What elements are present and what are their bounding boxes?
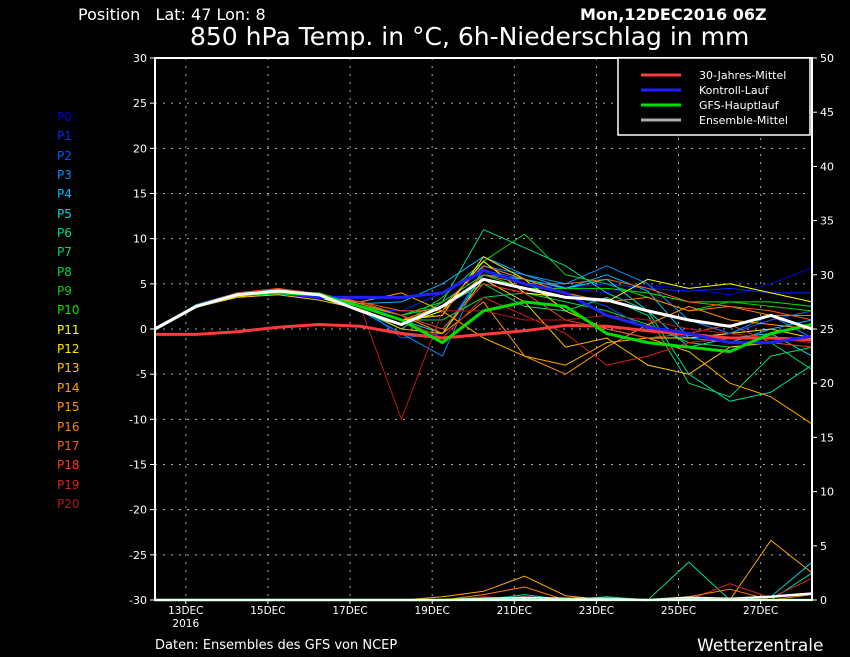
y-tick-label: 25	[133, 97, 147, 110]
member-label: P0	[57, 110, 72, 124]
run-date: Mon,12DEC2016 06Z	[580, 5, 767, 24]
y2-tick-label: 0	[820, 594, 827, 607]
member-label: P8	[57, 264, 72, 279]
member-label: P19	[57, 477, 80, 492]
legend-label: GFS-Hauptlauf	[699, 99, 780, 112]
x-tick-label: 25DEC	[661, 605, 696, 617]
y-tick-label: 30	[133, 52, 147, 65]
y-tick-label: -15	[129, 459, 147, 472]
y-tick-label: 20	[133, 142, 147, 155]
y-tick-label: 15	[133, 188, 147, 201]
y-tick-label: 10	[133, 233, 147, 246]
member-label: P15	[57, 400, 80, 415]
y-tick-label: 5	[140, 278, 147, 291]
member-label: P17	[57, 438, 80, 453]
member-line-p6	[154, 228, 813, 402]
y-tick-label: -20	[129, 504, 147, 517]
position-label: Position Lat: 47 Lon: 8	[78, 5, 266, 24]
y-tick-label: -5	[136, 368, 147, 381]
y2-tick-label: 30	[820, 269, 834, 282]
member-label: P6	[57, 226, 72, 241]
y2-tick-label: 5	[820, 540, 827, 553]
member-label: P14	[57, 380, 80, 395]
member-label: P4	[57, 187, 72, 202]
y2-tick-label: 40	[820, 160, 834, 173]
x-tick-label: 19DEC	[414, 605, 449, 617]
legend-label: Ensemble-Mittel	[699, 114, 788, 127]
member-label: P7	[57, 245, 72, 260]
y2-tick-label: 35	[820, 215, 834, 228]
y2-tick-label: 45	[820, 106, 834, 119]
brand-label: Wetterzentrale	[697, 636, 824, 656]
member-label: P1	[57, 129, 72, 144]
y2-tick-label: 15	[820, 431, 834, 444]
member-label: P5	[57, 206, 72, 221]
y2-tick-label: 25	[820, 323, 834, 336]
legend-label: Kontroll-Lauf	[699, 84, 770, 97]
y2-tick-label: 10	[820, 486, 834, 499]
x-tick-label: 15DEC	[250, 605, 285, 617]
member-label: P2	[57, 148, 72, 163]
precip-line-p19	[155, 577, 813, 601]
main-line-3	[154, 277, 813, 331]
chart-title: 850 hPa Temp. in °C, 6h-Niederschlag in …	[190, 22, 750, 51]
plot-frame	[154, 57, 813, 601]
precip-line-p14	[155, 539, 813, 601]
member-label: P13	[57, 361, 80, 376]
y-tick-label: -30	[129, 594, 147, 607]
legend-box	[617, 57, 811, 136]
legend-label: 30-Jahres-Mittel	[699, 69, 786, 82]
x-tick-label: 17DEC	[332, 605, 367, 617]
member-labels: P0 P1 P2 P3 P4 P5 P6 P7 P8 P9 P10 P11 P12 P13 P14 P15 P1…	[57, 108, 80, 514]
x-tick-label: 21DEC	[497, 605, 532, 617]
member-line-p5	[154, 274, 813, 357]
member-label: P10	[57, 303, 80, 318]
member-label: P3	[57, 168, 72, 183]
member-label: P16	[57, 419, 80, 434]
data-source: Daten: Ensembles des GFS von NCEP	[155, 638, 398, 653]
member-label: P12	[57, 342, 80, 357]
x-tick-label: 27DEC	[743, 605, 778, 617]
y-tick-label: 0	[140, 323, 147, 336]
x-tick-sublabel: 2016	[172, 618, 199, 630]
y2-tick-label: 50	[820, 52, 834, 65]
x-tick-label: 13DEC	[168, 605, 203, 617]
member-label: P11	[57, 322, 80, 337]
member-label: P9	[57, 284, 72, 299]
x-tick-label: 23DEC	[579, 605, 614, 617]
y-tick-label: -25	[129, 549, 147, 562]
member-line-p0	[154, 267, 813, 330]
member-label: P18	[57, 458, 80, 473]
y-tick-label: -10	[129, 413, 147, 426]
member-label: P20	[57, 496, 80, 511]
y2-tick-label: 20	[820, 377, 834, 390]
